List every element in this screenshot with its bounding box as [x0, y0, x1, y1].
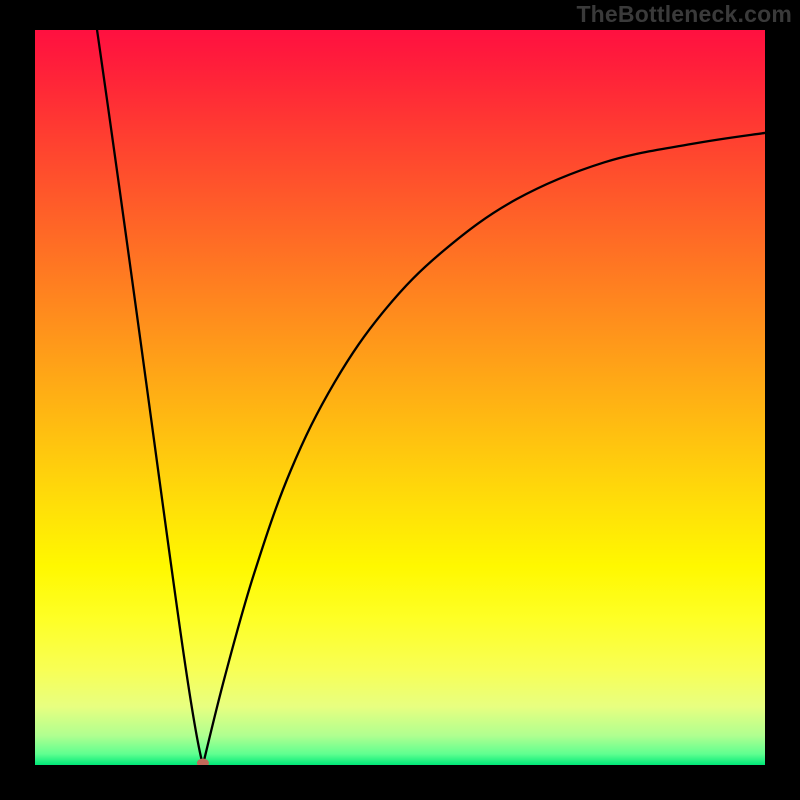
chart-container: TheBottleneck.com: [0, 0, 800, 800]
chart-svg: [35, 30, 765, 765]
plot-area: [35, 30, 765, 765]
watermark-text: TheBottleneck.com: [576, 1, 792, 28]
gradient-background: [35, 30, 765, 765]
